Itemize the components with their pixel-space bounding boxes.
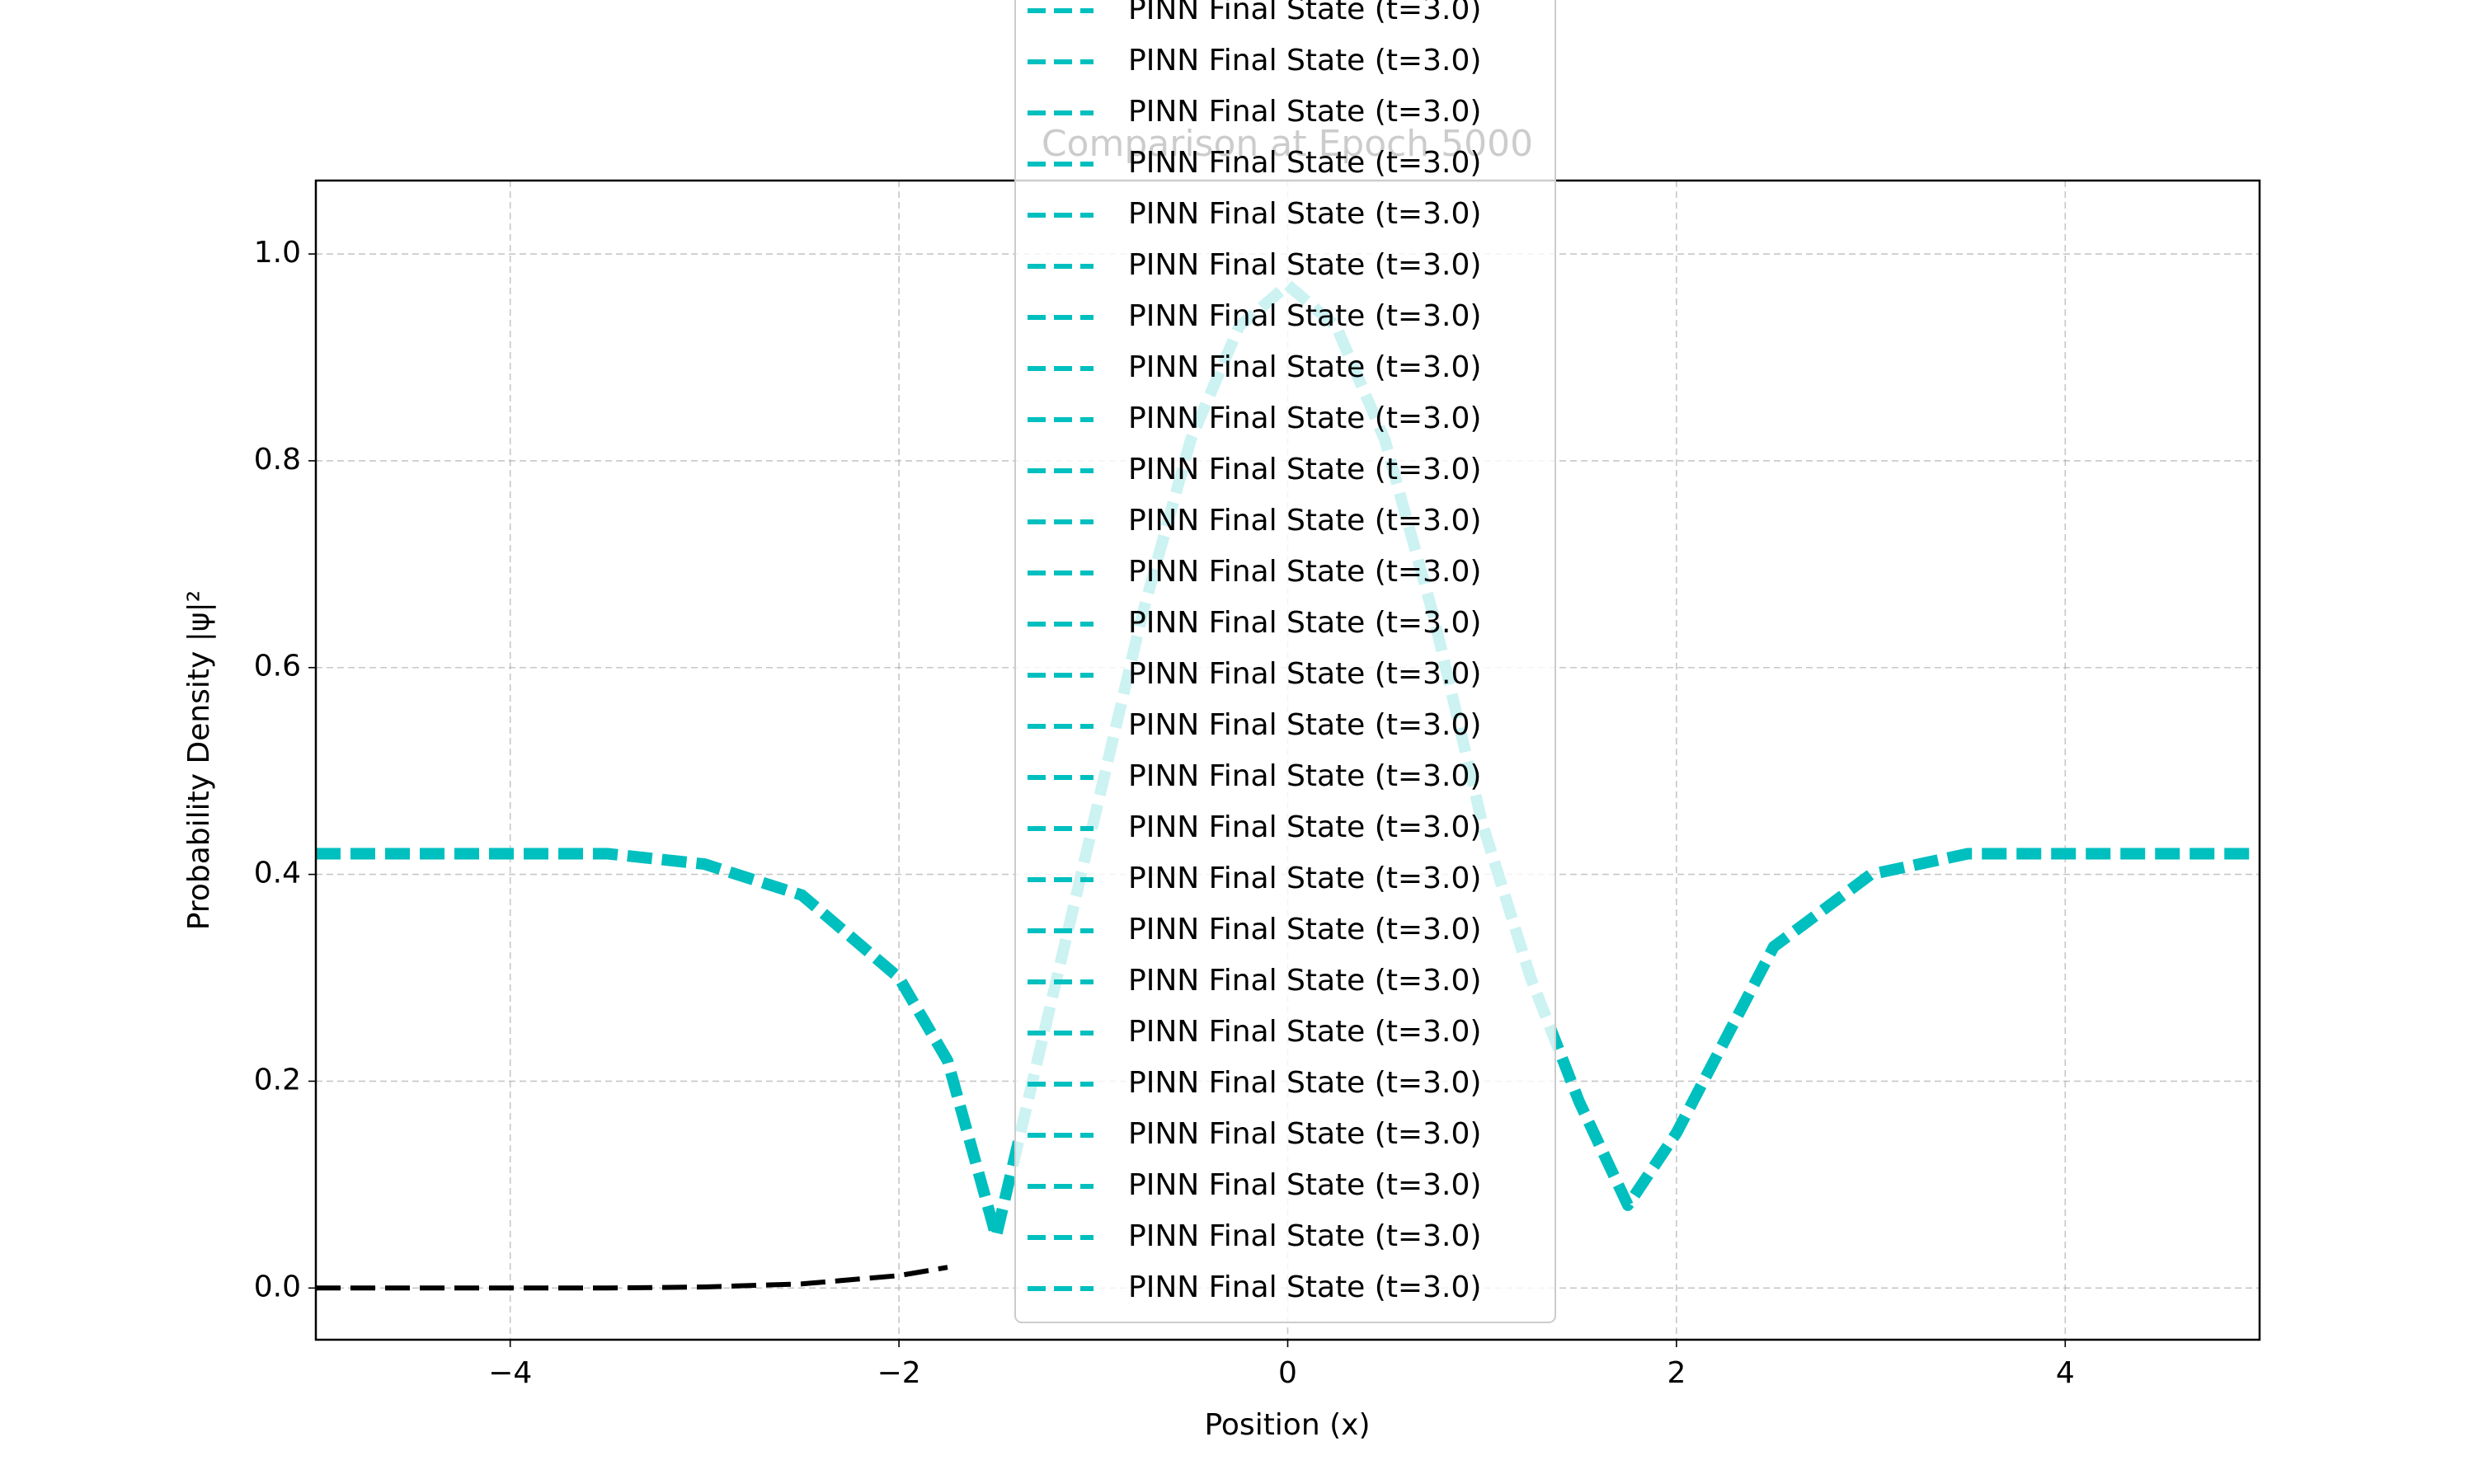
legend-label: PINN Final State (t=3.0) <box>1128 44 1481 77</box>
legend-label: PINN Final State (t=3.0) <box>1128 708 1481 742</box>
legend-label: PINN Final State (t=3.0) <box>1128 504 1481 538</box>
legend-label: PINN Final State (t=3.0) <box>1128 964 1481 998</box>
legend: PINN Final State (t=3.0) PINN Final State… <box>1028 0 1481 1304</box>
x-tick-label: 4 <box>2056 1356 2075 1390</box>
legend-label: PINN Final State (t=3.0) <box>1128 350 1481 384</box>
y-tick-label: 0.2 <box>254 1063 301 1097</box>
series-line <box>316 1265 948 1291</box>
legend-box <box>1014 0 1556 1323</box>
legend-label: PINN Final State (t=3.0) <box>1128 146 1481 180</box>
y-axis-label: Probability Density |ψ|² <box>182 590 216 931</box>
legend-label: PINN Final State (t=3.0) <box>1128 299 1481 333</box>
legend-label: PINN Final State (t=3.0) <box>1128 810 1481 844</box>
y-tick-label: 0.4 <box>254 857 301 890</box>
legend-label: PINN Final State (t=3.0) <box>1128 197 1481 231</box>
x-tick-label: 0 <box>1278 1356 1297 1390</box>
legend-label: PINN Final State (t=3.0) <box>1128 862 1481 895</box>
y-tick-label: 0.0 <box>254 1270 301 1303</box>
legend-label: PINN Final State (t=3.0) <box>1128 1066 1481 1100</box>
x-tick-label: −4 <box>488 1356 532 1390</box>
legend-label: PINN Final State (t=3.0) <box>1128 248 1481 282</box>
y-tick-label: 0.8 <box>254 443 301 477</box>
y-tick-label: 0.6 <box>254 650 301 683</box>
legend-label: PINN Final State (t=3.0) <box>1128 1117 1481 1151</box>
ticks: 0.0 0.2 0.4 0.6 0.8 1.0 −4 −2 0 2 4 <box>254 236 2075 1390</box>
legend-label: PINN Final State (t=3.0) <box>1128 0 1481 26</box>
legend-label: PINN Final State (t=3.0) <box>1128 453 1481 486</box>
legend-label: PINN Final State (t=3.0) <box>1128 95 1481 129</box>
legend-label: PINN Final State (t=3.0) <box>1128 913 1481 946</box>
legend-label: PINN Final State (t=3.0) <box>1128 606 1481 640</box>
legend-label: PINN Final State (t=3.0) <box>1128 1219 1481 1253</box>
legend-label: PINN Final State (t=3.0) <box>1128 657 1481 691</box>
legend-label: PINN Final State (t=3.0) <box>1128 1015 1481 1049</box>
x-axis-label: Position (x) <box>1204 1408 1370 1442</box>
series-line <box>316 279 2260 1242</box>
plot-area <box>316 279 2260 1291</box>
legend-label: PINN Final State (t=3.0) <box>1128 1270 1481 1304</box>
legend-label: PINN Final State (t=3.0) <box>1128 1168 1481 1202</box>
legend-label: PINN Final State (t=3.0) <box>1128 759 1481 793</box>
x-tick-label: 2 <box>1667 1356 1686 1390</box>
legend-label: PINN Final State (t=3.0) <box>1128 402 1481 435</box>
y-tick-label: 1.0 <box>254 236 301 270</box>
legend-label: PINN Final State (t=3.0) <box>1128 555 1481 589</box>
x-tick-label: −2 <box>877 1356 921 1390</box>
